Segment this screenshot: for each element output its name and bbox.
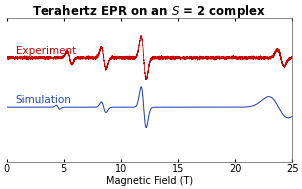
Title: Terahertz EPR on an $S$ = 2 complex: Terahertz EPR on an $S$ = 2 complex: [32, 3, 266, 20]
Text: Simulation: Simulation: [16, 95, 72, 105]
Text: Experiment: Experiment: [16, 46, 76, 56]
X-axis label: Magnetic Field (T): Magnetic Field (T): [106, 176, 193, 186]
